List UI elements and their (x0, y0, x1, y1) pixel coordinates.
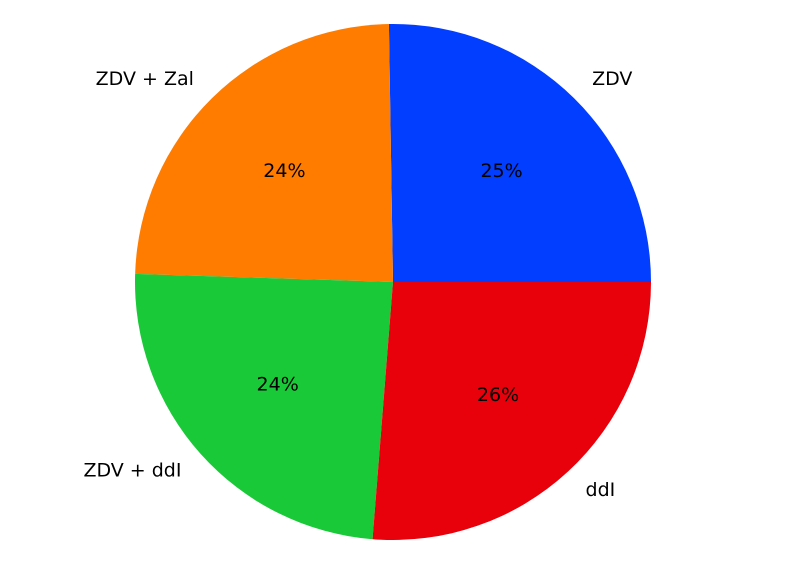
slice-category-label: ZDV + ddI (83, 460, 181, 482)
slice-category-label: ZDV + Zal (96, 68, 194, 90)
slice-category-label: ddI (586, 479, 616, 501)
slice-percent-label: 25% (480, 160, 522, 182)
slice-category-label: ZDV (592, 68, 632, 90)
pie-labels: ZDV 25% ZDV + Zal 24% ZDV + ddI 24% ddI 26% (83, 68, 632, 501)
slice-percent-label: 24% (257, 374, 299, 396)
slice-percent-label: 26% (477, 384, 519, 406)
pie-slice (135, 273, 393, 540)
pie-slices (135, 23, 651, 540)
pie-slice (135, 24, 394, 283)
slice-percent-label: 24% (263, 160, 305, 182)
pie-slice (388, 23, 651, 282)
pie-slice (372, 282, 651, 540)
